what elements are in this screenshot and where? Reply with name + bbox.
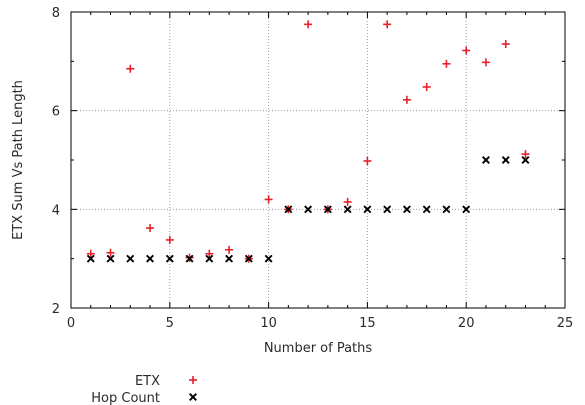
data-point bbox=[402, 95, 411, 104]
marker-stroke bbox=[86, 254, 95, 263]
x-tick-label: 20 bbox=[458, 316, 475, 331]
data-point bbox=[521, 156, 530, 164]
data-point bbox=[442, 205, 451, 214]
legend-marker-etx bbox=[189, 376, 197, 384]
marker-stroke bbox=[189, 393, 197, 401]
data-point bbox=[126, 254, 135, 263]
grid-lines bbox=[71, 12, 565, 308]
data-point bbox=[146, 224, 155, 233]
data-point bbox=[462, 46, 471, 55]
data-point bbox=[165, 254, 174, 263]
marker-stroke bbox=[304, 205, 313, 214]
marker-stroke bbox=[284, 205, 293, 214]
data-point bbox=[264, 254, 273, 263]
marker-stroke bbox=[225, 254, 234, 263]
data-point bbox=[185, 254, 194, 263]
data-point bbox=[323, 205, 332, 214]
x-tick-label: 15 bbox=[359, 316, 376, 331]
data-point bbox=[106, 248, 115, 257]
legend-marker-shape bbox=[189, 376, 197, 384]
data-point bbox=[304, 20, 313, 29]
legend-marker-hop-count bbox=[189, 393, 197, 401]
data-point bbox=[501, 156, 510, 164]
data-point bbox=[225, 245, 234, 254]
x-tick-labels: 0 5 10 15 20 25 bbox=[67, 316, 573, 331]
y-tick-label: 4 bbox=[52, 203, 60, 218]
y-tick-label: 8 bbox=[52, 6, 60, 21]
data-point bbox=[402, 205, 411, 214]
marker-stroke bbox=[146, 254, 155, 263]
data-point bbox=[284, 205, 293, 214]
data-point bbox=[363, 205, 372, 214]
marker-stroke bbox=[501, 156, 510, 164]
axis-ticks bbox=[70, 11, 566, 309]
data-series bbox=[86, 20, 530, 263]
data-point bbox=[383, 205, 392, 214]
y-tick-label: 2 bbox=[52, 302, 60, 317]
marker-stroke bbox=[205, 254, 214, 263]
data-point bbox=[481, 58, 490, 67]
marker-stroke bbox=[521, 156, 530, 164]
x-tick-label: 25 bbox=[557, 316, 574, 331]
marker-stroke bbox=[481, 156, 490, 164]
x-tick-label: 0 bbox=[67, 316, 75, 331]
legend-marker-shape bbox=[189, 393, 197, 401]
plot-frame bbox=[70, 11, 566, 309]
data-point bbox=[363, 156, 372, 165]
marker-stroke bbox=[422, 205, 431, 214]
data-point bbox=[244, 254, 253, 263]
marker-stroke bbox=[126, 254, 135, 263]
data-point bbox=[165, 235, 174, 244]
data-point bbox=[343, 197, 352, 206]
marker-stroke bbox=[462, 205, 471, 214]
data-point bbox=[106, 254, 115, 263]
marker-stroke bbox=[402, 205, 411, 214]
legend-label-etx: ETX bbox=[135, 374, 160, 389]
series-hop-count bbox=[86, 156, 530, 263]
data-point bbox=[422, 82, 431, 91]
marker-stroke bbox=[264, 254, 273, 263]
marker-stroke bbox=[442, 205, 451, 214]
marker-stroke bbox=[383, 205, 392, 214]
data-point bbox=[304, 205, 313, 214]
data-point bbox=[205, 254, 214, 263]
marker-stroke bbox=[343, 205, 352, 214]
data-point bbox=[86, 254, 95, 263]
data-point bbox=[146, 254, 155, 263]
marker-stroke bbox=[244, 254, 253, 263]
data-point bbox=[205, 249, 214, 258]
data-point bbox=[225, 254, 234, 263]
x-tick-label: 10 bbox=[260, 316, 277, 331]
data-point bbox=[521, 150, 530, 159]
data-point bbox=[264, 195, 273, 204]
data-point bbox=[501, 40, 510, 49]
marker-stroke bbox=[106, 254, 115, 263]
marker-stroke bbox=[363, 205, 372, 214]
data-point bbox=[481, 156, 490, 164]
data-point bbox=[383, 20, 392, 29]
series-etx bbox=[86, 20, 530, 263]
data-point bbox=[86, 249, 95, 258]
data-point bbox=[422, 205, 431, 214]
marker-stroke bbox=[323, 205, 332, 214]
legend-label-hop-count: Hop Count bbox=[91, 391, 160, 405]
y-axis-label: ETX Sum Vs Path Length bbox=[11, 80, 26, 240]
y-tick-labels: 2 4 6 8 bbox=[52, 6, 60, 317]
y-tick-label: 6 bbox=[52, 105, 60, 120]
data-point bbox=[442, 59, 451, 68]
legend: ETX Hop Count bbox=[91, 374, 197, 405]
x-axis-label: Number of Paths bbox=[264, 341, 373, 356]
marker-stroke bbox=[165, 254, 174, 263]
marker-stroke bbox=[185, 254, 194, 263]
x-tick-label: 5 bbox=[166, 316, 174, 331]
data-point bbox=[126, 64, 135, 73]
data-point bbox=[462, 205, 471, 214]
data-point bbox=[343, 205, 352, 214]
